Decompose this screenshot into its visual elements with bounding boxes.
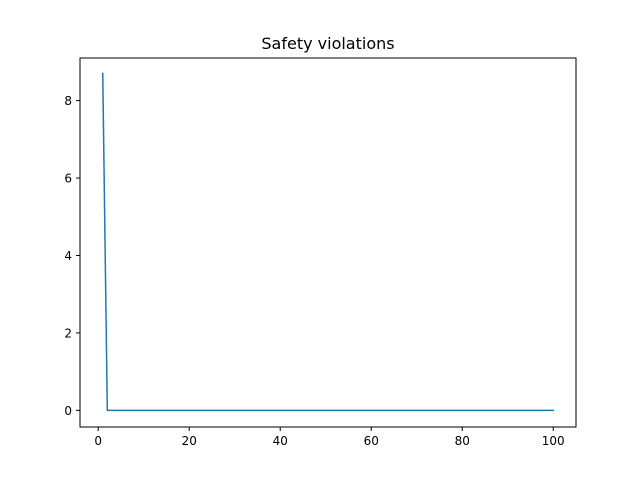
y-tick-label: 0 [64, 404, 72, 418]
y-tick-label: 6 [64, 172, 72, 186]
x-tick-label: 100 [542, 434, 565, 448]
y-tick-label: 2 [64, 326, 72, 340]
x-tick-label: 60 [364, 434, 379, 448]
axes-frame [79, 57, 577, 428]
x-tick-label: 20 [182, 434, 197, 448]
chart-title: Safety violations [261, 34, 394, 53]
y-tick-label: 4 [64, 249, 72, 263]
x-tick-label: 80 [455, 434, 470, 448]
series-line-0 [101, 72, 554, 412]
y-tick-label: 8 [64, 94, 72, 108]
plot-area: 0 20 40 60 80 100 0 2 4 6 8 [64, 57, 577, 448]
x-tick-label: 0 [94, 434, 102, 448]
x-tick-label: 40 [273, 434, 288, 448]
